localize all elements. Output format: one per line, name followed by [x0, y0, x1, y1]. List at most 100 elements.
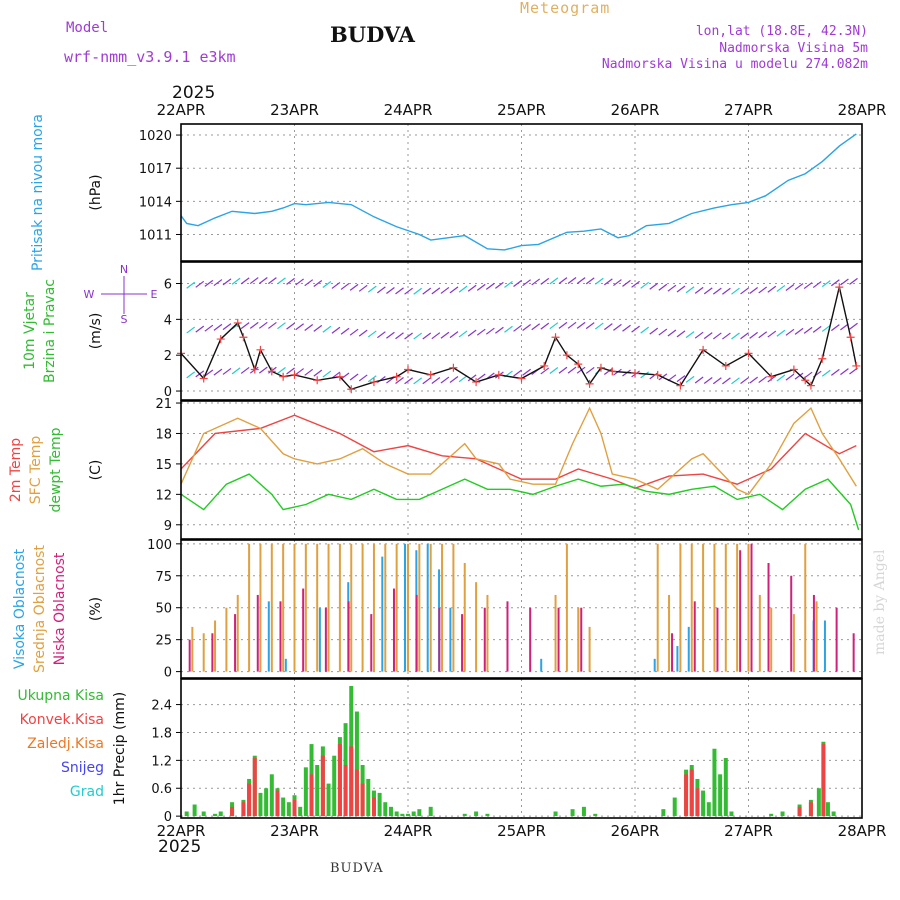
bar-clouds-2 — [557, 607, 560, 672]
year-bottom: 2025 — [158, 837, 202, 857]
x-tick-label-top: 27APR — [724, 101, 773, 119]
bar-precip-0 — [383, 802, 388, 817]
bar-clouds-2 — [415, 594, 418, 672]
wind-arrow — [358, 329, 368, 337]
wind-arrow — [540, 322, 550, 330]
bar-clouds-1 — [270, 543, 273, 672]
bar-clouds-2 — [461, 614, 464, 672]
wind-arrow — [631, 325, 640, 333]
wind-arrow — [458, 285, 468, 293]
x-tick-label-top: 24APR — [384, 101, 433, 119]
wind-speed-point — [676, 381, 685, 390]
wind-arrow — [386, 331, 395, 339]
bar-precip-1 — [337, 744, 342, 817]
bar-clouds-1 — [770, 607, 773, 672]
wind-arrow — [667, 329, 677, 337]
wind-arrow — [722, 332, 731, 340]
wind-arrow — [395, 287, 404, 295]
side-label: Pritisak na nivou mora — [30, 114, 46, 271]
wind-arrow — [794, 372, 804, 380]
bar-clouds-1 — [690, 543, 693, 672]
y-axis-label: (m/s) — [88, 313, 104, 350]
wind-arrow — [821, 369, 831, 377]
wind-arrow — [367, 375, 377, 383]
bar-precip-0 — [201, 811, 206, 817]
y-tick-label: 15 — [155, 458, 172, 473]
wind-arrow — [785, 328, 795, 336]
bar-clouds-1 — [384, 543, 387, 672]
wind-arrow — [722, 377, 731, 385]
wind-arrow — [740, 377, 749, 385]
wind-arrow — [803, 282, 813, 290]
wind-arrow — [513, 324, 522, 332]
bar-clouds-1 — [747, 543, 750, 672]
bar-precip-0 — [672, 797, 677, 817]
bar-clouds-2 — [852, 633, 855, 672]
bar-precip-1 — [247, 783, 252, 817]
wind-arrow — [712, 287, 722, 295]
bar-precip-0 — [218, 811, 223, 817]
wind-arrow — [449, 375, 459, 383]
wind-arrow — [603, 278, 613, 286]
bar-clouds-1 — [202, 633, 205, 672]
bar-precip-1 — [320, 755, 325, 817]
wind-arrow — [640, 326, 650, 334]
wind-arrow — [367, 330, 377, 338]
wind-arrow — [594, 277, 604, 285]
y-tick-label: 12 — [155, 488, 172, 503]
bar-clouds-1 — [577, 607, 580, 672]
bar-clouds-2 — [279, 601, 282, 672]
bar-precip-0 — [394, 811, 399, 817]
wind-arrow — [277, 277, 286, 285]
x-tick-label-top: 28APR — [838, 101, 887, 119]
wind-arrow — [558, 366, 568, 374]
wind-speed-point — [835, 283, 844, 292]
y-tick-label: 1.8 — [151, 726, 172, 741]
bar-clouds-2 — [506, 601, 509, 672]
wind-arrow — [222, 367, 232, 375]
elevation-info: Nadmorska Visina 5m — [719, 41, 868, 56]
wind-arrow — [830, 368, 840, 376]
wind-arrow — [231, 277, 241, 285]
bar-clouds-1 — [407, 543, 409, 672]
wind-arrow — [358, 374, 368, 382]
bar-clouds-1 — [191, 626, 194, 672]
y-tick-label: 50 — [155, 602, 172, 617]
x-tick-label-top: 23APR — [270, 101, 319, 119]
wind-arrow — [277, 367, 286, 374]
wind-arrow — [758, 286, 768, 294]
bar-precip-0 — [769, 813, 774, 817]
wind-arrow — [504, 325, 513, 333]
wind-arrow — [794, 327, 804, 335]
wind-arrow — [821, 280, 831, 288]
bar-precip-0 — [388, 806, 393, 817]
wind-arrow — [758, 331, 768, 339]
bar-clouds-2 — [580, 607, 583, 672]
wind-speed-point — [216, 335, 225, 344]
meteogram-title: Meteogram — [520, 0, 611, 17]
bar-precip-0 — [712, 748, 717, 817]
wind-speed-point — [233, 318, 242, 327]
wind-arrow — [222, 323, 232, 331]
bar-clouds-1 — [656, 543, 659, 672]
wind-arrow — [540, 367, 550, 375]
bar-precip-0 — [593, 813, 598, 817]
bar-clouds-1 — [361, 543, 364, 672]
wind-arrow — [440, 376, 450, 384]
bar-precip-0 — [366, 778, 371, 817]
y-tick-label: 0 — [164, 666, 172, 681]
bar-clouds-1 — [282, 543, 285, 672]
wind-arrow — [449, 286, 459, 294]
wind-arrow — [685, 286, 695, 294]
model-name: wrf-nmm_v3.9.1 e3km — [64, 48, 236, 66]
wind-speed-point — [801, 376, 810, 385]
lonlat-info: lon,lat (18.8E, 42.3N) — [695, 24, 868, 39]
y-tick-label: 0.6 — [151, 782, 172, 797]
bar-clouds-2 — [302, 588, 305, 672]
wind-arrow — [667, 284, 677, 292]
wind-arrow — [386, 286, 395, 294]
wind-arrow — [522, 323, 531, 331]
y-axis-label: 1hr Precip (mm) — [112, 692, 128, 805]
bar-precip-0 — [303, 767, 308, 817]
wind-arrow — [703, 376, 713, 384]
